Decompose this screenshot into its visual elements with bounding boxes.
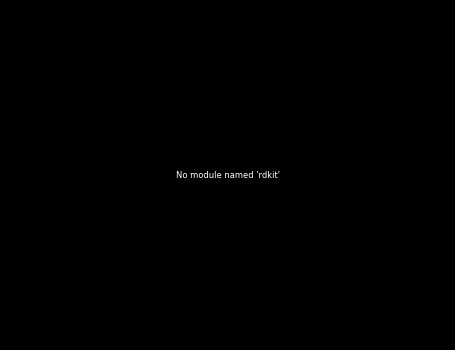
Text: No module named 'rdkit': No module named 'rdkit' bbox=[176, 170, 279, 180]
